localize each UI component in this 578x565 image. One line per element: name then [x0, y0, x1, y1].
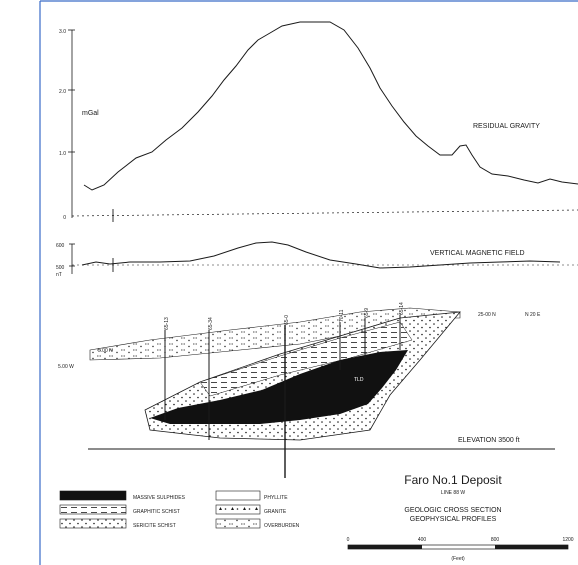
- drill-hole-label: 65-14: [399, 302, 405, 315]
- drill-hole-label: 65-34: [208, 317, 214, 330]
- legend-label: SERICITE SCHIST: [133, 523, 176, 529]
- magnetic-unit: nT: [56, 272, 62, 278]
- scale-bar: 0 400 800 1200 (Feet): [347, 537, 574, 562]
- legend: MASSIVE SULPHIDES PHYLLITE GRAPHITIC SCH…: [59, 490, 300, 529]
- drill-hole-label: 65-13: [164, 317, 170, 330]
- grid-left-label: 5.00 N: [98, 348, 113, 354]
- grid-right-label: 25-00 N: [478, 312, 496, 318]
- grid-left-sub-label: 5.00 W: [58, 364, 74, 370]
- gravity-tick-2: 2.0: [59, 89, 66, 95]
- legend-label: GRANITE: [264, 509, 287, 515]
- deposit-title: Faro No.1 Deposit: [404, 473, 502, 487]
- title-block: Faro No.1 Deposit LINE 88 W GEOLOGIC CRO…: [404, 473, 502, 523]
- elevation-label: ELEVATION 3500 ft: [458, 437, 520, 444]
- subtitle-1: GEOLOGIC CROSS SECTION: [404, 507, 501, 514]
- legend-label: PHYLLITE: [264, 495, 288, 501]
- scale-tick: 0: [347, 537, 350, 543]
- cross-section: TLD 65-13 65-34 65-0 70-11 65-9 65-14 5.…: [58, 302, 555, 478]
- magnetic-tick-600: 600: [56, 243, 65, 249]
- legend-label: GRAPHITIC SCHIST: [133, 509, 180, 515]
- drill-hole-label: 65-0: [284, 315, 290, 325]
- gravity-tick-0: 0: [63, 215, 66, 221]
- gravity-title: RESIDUAL GRAVITY: [473, 123, 540, 130]
- line-label: LINE 88 W: [441, 490, 465, 496]
- magnetic-tick-500: 500: [56, 265, 65, 271]
- magnetic-title: VERTICAL MAGNETIC FIELD: [430, 250, 525, 257]
- ore-label: TLD: [354, 377, 364, 383]
- graphitic-schist-layer: [199, 321, 413, 397]
- gravity-profile: [83, 21, 578, 191]
- magnetic-profile: [81, 241, 561, 269]
- scale-tick: 400: [418, 537, 427, 543]
- scale-unit: (Feet): [451, 556, 465, 562]
- drill-hole-label: 70-11: [339, 309, 345, 322]
- legend-label: OVERBURDEN: [264, 523, 300, 529]
- gravity-baseline: [71, 209, 578, 217]
- massive-sulphides-body: [150, 350, 408, 424]
- bearing-label: N 20 E: [525, 312, 541, 318]
- overburden-layer: [89, 307, 461, 361]
- scale-tick: 800: [491, 537, 500, 543]
- drill-hole-label: 65-9: [364, 308, 370, 318]
- magnetic-panel: 600 500 nT VERTICAL MAGNETIC FIELD: [56, 241, 578, 278]
- gravity-tick-3: 3.0: [59, 29, 66, 35]
- subtitle-2: GEOPHYSICAL PROFILES: [410, 516, 497, 523]
- legend-label: MASSIVE SULPHIDES: [133, 495, 186, 501]
- gravity-panel: 3.0 2.0 1.0 0 mGal RESIDUAL GRAVITY: [59, 21, 578, 222]
- gravity-tick-1: 1.0: [59, 151, 66, 157]
- gravity-unit: mGal: [82, 110, 99, 117]
- scale-tick: 1200: [562, 537, 573, 543]
